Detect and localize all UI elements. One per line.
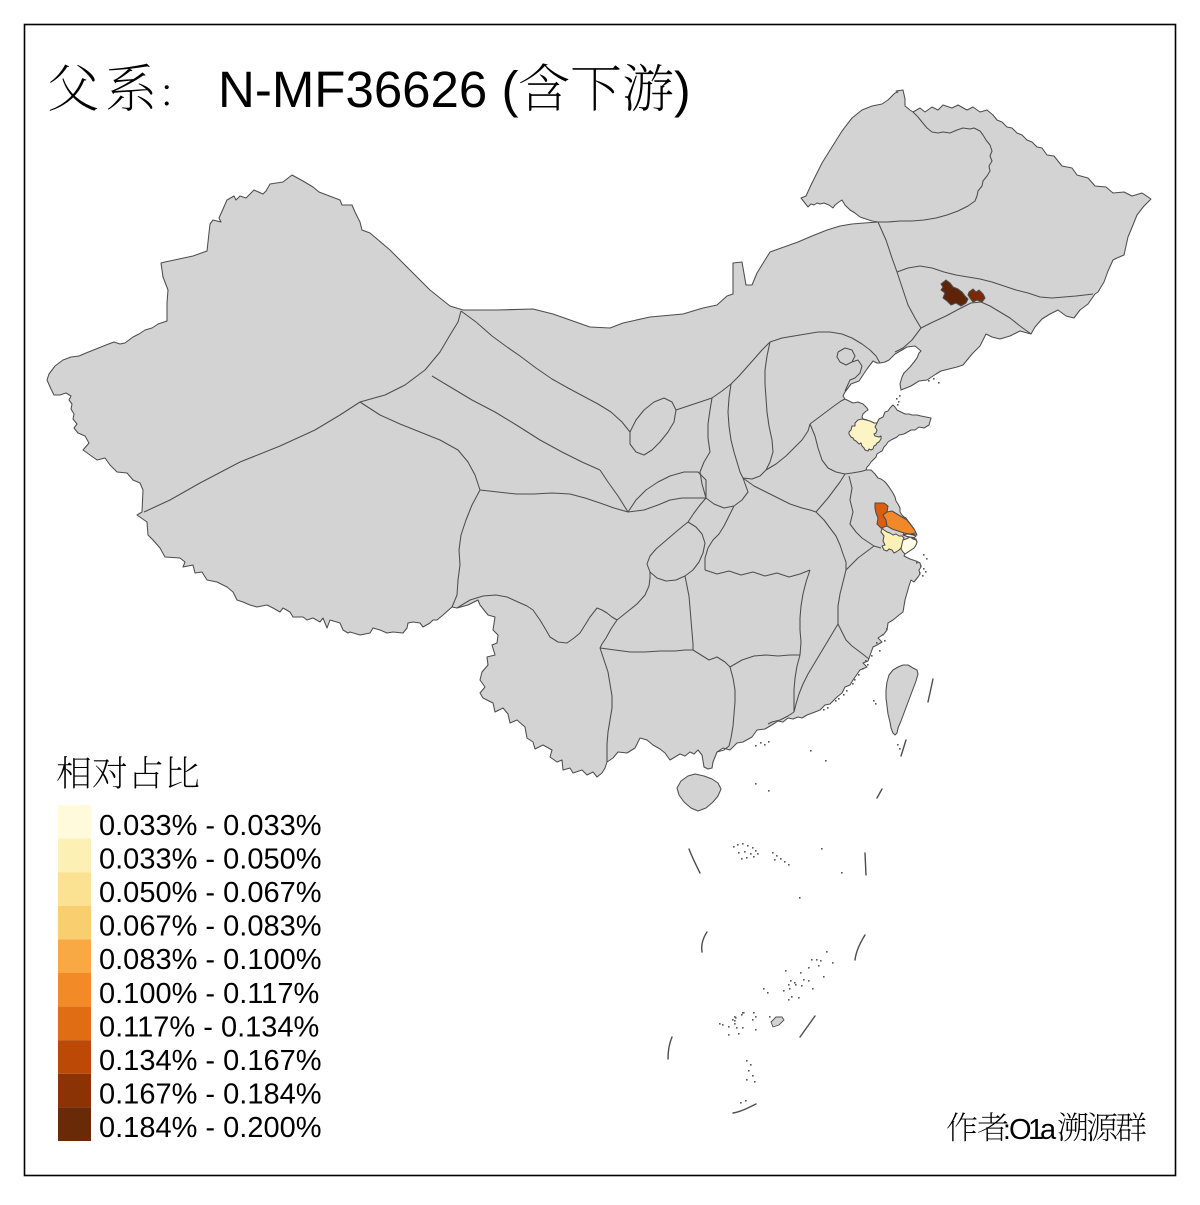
svg-text:O: O	[1009, 1114, 1032, 1146]
svg-text:0.083% - 0.100%: 0.083% - 0.100%	[99, 944, 321, 976]
svg-text:): )	[674, 62, 691, 118]
svg-text:0.067% - 0.083%: 0.067% - 0.083%	[99, 911, 321, 943]
svg-text:0.117% - 0.134%: 0.117% - 0.134%	[99, 1011, 319, 1043]
svg-text:0.100% - 0.117%: 0.100% - 0.117%	[99, 978, 319, 1010]
svg-text:a: a	[1040, 1114, 1057, 1146]
svg-text:0.033% - 0.050%: 0.033% - 0.050%	[99, 843, 321, 875]
svg-text:1: 1	[1028, 1114, 1044, 1146]
svg-text:0.184% - 0.200%: 0.184% - 0.200%	[99, 1112, 321, 1144]
svg-text::: :	[1003, 1114, 1011, 1145]
svg-text:0.050% - 0.067%: 0.050% - 0.067%	[99, 877, 321, 909]
svg-text:0.167% - 0.184%: 0.167% - 0.184%	[99, 1079, 321, 1111]
svg-text:0.134% - 0.167%: 0.134% - 0.167%	[99, 1045, 321, 1077]
svg-text:0.033% - 0.033%: 0.033% - 0.033%	[99, 810, 321, 842]
svg-text:N-MF36626 (: N-MF36626 (	[218, 61, 518, 118]
